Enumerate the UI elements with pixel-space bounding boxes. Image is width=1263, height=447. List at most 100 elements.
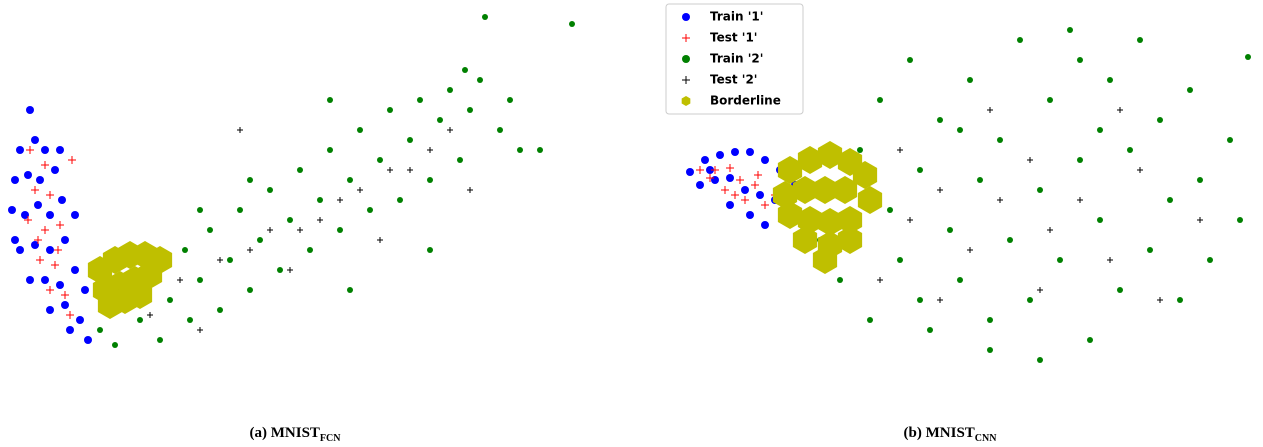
point [877, 277, 883, 283]
point [357, 127, 363, 133]
point [937, 187, 943, 193]
point [447, 87, 453, 93]
point [387, 107, 393, 113]
point [741, 196, 749, 204]
point [46, 306, 54, 314]
point [1227, 137, 1233, 143]
point [686, 168, 694, 176]
point [1107, 257, 1113, 263]
point [1007, 237, 1013, 243]
point [84, 336, 92, 344]
point [182, 247, 188, 253]
point [66, 326, 74, 334]
point [1107, 77, 1113, 83]
point [397, 197, 403, 203]
point [337, 227, 343, 233]
legend-label: Train '1' [710, 10, 763, 24]
point [706, 174, 714, 182]
legend-marker [682, 13, 690, 21]
point [987, 107, 993, 113]
caption: (a) MNISTFCN [250, 425, 342, 444]
point [696, 181, 704, 189]
point [696, 166, 704, 174]
point [1197, 177, 1203, 183]
point [287, 267, 293, 273]
point [897, 147, 903, 153]
point [537, 147, 543, 153]
point [56, 221, 64, 229]
point [1087, 337, 1093, 343]
point [1017, 37, 1023, 43]
point [477, 77, 483, 83]
point [427, 147, 433, 153]
point [1245, 54, 1251, 60]
point [16, 246, 24, 254]
caption-text: (a) MNIST [250, 425, 320, 441]
point [1037, 287, 1043, 293]
point [817, 141, 843, 169]
point [41, 226, 49, 234]
point [297, 227, 303, 233]
legend-label: Borderline [710, 94, 781, 108]
point [137, 261, 163, 289]
point [61, 236, 69, 244]
point [1057, 257, 1063, 263]
point [746, 148, 754, 156]
point [1197, 217, 1203, 223]
point [792, 226, 818, 254]
point [867, 317, 873, 323]
point [1027, 157, 1033, 163]
point [41, 161, 49, 169]
caption-text: (b) MNIST [904, 425, 975, 441]
point [887, 207, 893, 213]
point [997, 137, 1003, 143]
point [167, 297, 173, 303]
point [756, 191, 764, 199]
point [777, 201, 803, 229]
point [237, 127, 243, 133]
point [16, 146, 24, 154]
point [24, 216, 32, 224]
point [257, 237, 263, 243]
point [377, 237, 383, 243]
point [247, 177, 253, 183]
point [26, 146, 34, 154]
point [31, 136, 39, 144]
point [197, 277, 203, 283]
point [56, 281, 64, 289]
point [482, 14, 488, 20]
point [726, 174, 734, 182]
point [917, 297, 923, 303]
point [917, 167, 923, 173]
point [1037, 357, 1043, 363]
point [66, 311, 74, 319]
point [736, 176, 744, 184]
point [267, 187, 273, 193]
point [24, 171, 32, 179]
point [957, 277, 963, 283]
point [36, 256, 44, 264]
point [177, 277, 183, 283]
point [967, 247, 973, 253]
point [417, 97, 423, 103]
point [1067, 27, 1073, 33]
point [947, 227, 953, 233]
point [147, 312, 153, 318]
point [347, 287, 353, 293]
point [34, 201, 42, 209]
point [1047, 227, 1053, 233]
point [46, 211, 54, 219]
point [467, 107, 473, 113]
point [857, 147, 863, 153]
point [61, 291, 69, 299]
legend-box [665, 3, 804, 115]
point [51, 166, 59, 174]
point [317, 217, 323, 223]
point [731, 191, 739, 199]
point [507, 97, 513, 103]
point [51, 261, 59, 269]
point [217, 307, 223, 313]
point [327, 147, 333, 153]
point [127, 281, 153, 309]
legend-marker [682, 55, 690, 63]
